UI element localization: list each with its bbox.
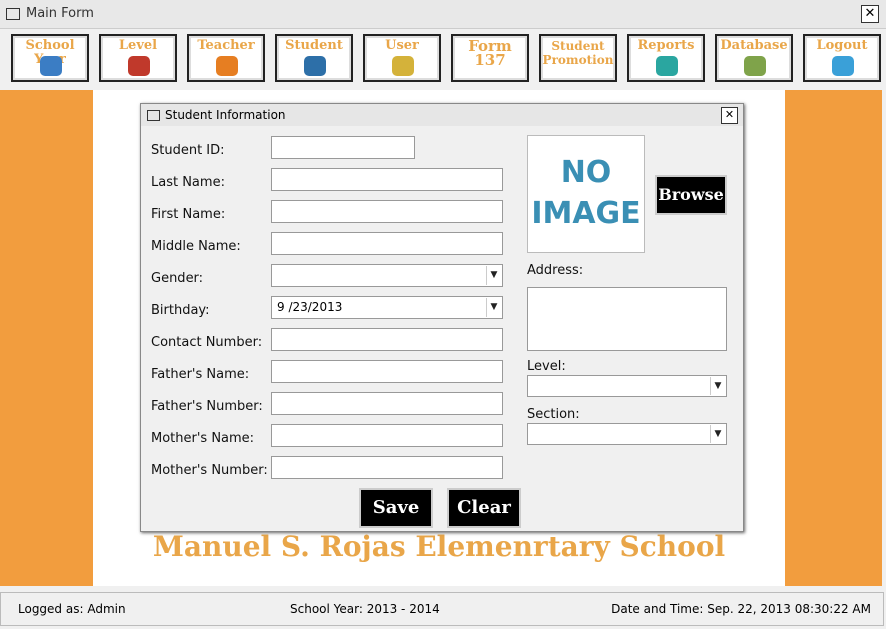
field-label: Last Name: [151,175,225,190]
status-datetime: Date and Time: Sep. 22, 2013 08:30:22 AM [611,602,871,616]
banner-school-2: Manuel S. Rojas Elemenrtary School [152,530,726,563]
save-button[interactable]: Save [359,488,433,528]
dialog-icon [147,110,160,121]
status-user: Logged as: Admin [18,602,126,616]
address-input[interactable] [527,287,727,351]
dropdown-arrow: ▼ [486,298,501,317]
toolbar-icon [744,56,766,76]
toolbar-label: Level [118,38,158,53]
address-label: Address: [527,263,584,278]
toolbar-icon [656,56,678,76]
window-title: Main Form [26,6,94,21]
title-bar: Main Form ✕ [0,0,886,29]
field-input[interactable] [271,424,503,447]
toolbar-button[interactable]: Reports [627,34,705,82]
field-input[interactable]: ▼ 9 /23/2013 [271,296,503,319]
toolbar: School Year Level Teacher Student User Form13… [0,30,886,86]
field-input[interactable] [271,136,415,159]
toolbar-label: Teacher [197,38,255,53]
dialog-title-bar: Student Information ✕ [141,104,743,126]
toolbar-button[interactable]: Logout [803,34,881,82]
field-label: Contact Number: [151,335,263,350]
field-label: Father's Number: [151,399,263,414]
student-dialog: Student Information ✕ NO IMAGE Browse Ad… [140,103,744,532]
level-label: Level: [527,359,566,374]
field-label: Father's Name: [151,367,250,382]
browse-button[interactable]: Browse [655,175,727,215]
toolbar-button[interactable]: Teacher [187,34,265,82]
field-input[interactable] [271,232,503,255]
toolbar-label: Student [551,39,605,53]
toolbar-label: User [385,38,419,53]
status-school-year: School Year: 2013 - 2014 [290,602,440,616]
field-label: Student ID: [151,143,225,158]
status-bar: Logged as: Admin School Year: 2013 - 201… [0,592,884,626]
no-image-line: NO [560,155,612,190]
photo-placeholder: NO IMAGE [527,135,645,253]
dialog-title: Student Information [165,108,286,122]
dropdown-arrow: ▼ [486,266,501,285]
field-label: Gender: [151,271,204,286]
clear-button[interactable]: Clear [447,488,521,528]
field-input[interactable] [271,392,503,415]
toolbar-button[interactable]: User [363,34,441,82]
toolbar-label: 137 [474,51,506,69]
field-input[interactable] [271,200,503,223]
section-label: Section: [527,407,580,422]
toolbar-icon [40,56,62,76]
toolbar-label: Form [468,37,512,55]
birthday-value: 9 /23/2013 [277,300,343,314]
section-select[interactable]: ▼ [527,423,727,445]
field-input[interactable] [271,456,503,479]
toolbar-button[interactable]: Level [99,34,177,82]
field-input[interactable] [271,168,503,191]
toolbar-button[interactable]: Form 137 [451,34,529,82]
toolbar-button[interactable]: Student [275,34,353,82]
field-input[interactable] [271,360,503,383]
toolbar-label: Student [285,38,343,53]
toolbar-icon [304,56,326,76]
toolbar-icon [216,56,238,76]
field-input[interactable] [271,328,503,351]
window-icon [6,8,20,20]
dialog-close[interactable]: ✕ [721,107,738,124]
toolbar-button[interactable]: Database [715,34,793,82]
toolbar-icon [128,56,150,76]
toolbar-button[interactable]: School Year [11,34,89,82]
toolbar-label: Reports [637,38,695,53]
toolbar-icon [392,56,414,76]
toolbar-button[interactable]: Student Promotion [539,34,617,82]
field-label: Birthday: [151,303,210,318]
close-button[interactable]: ✕ [861,5,879,23]
level-select[interactable]: ▼ [527,375,727,397]
no-image-line: IMAGE [531,196,641,231]
field-label: Middle Name: [151,239,241,254]
toolbar-label: Promotion [542,53,614,67]
toolbar-icon [832,56,854,76]
field-label: Mother's Number: [151,463,268,478]
toolbar-label: Logout [816,38,868,53]
field-input[interactable]: ▼ [271,264,503,287]
toolbar-label: Database [720,38,788,53]
field-label: First Name: [151,207,226,222]
field-label: Mother's Name: [151,431,255,446]
